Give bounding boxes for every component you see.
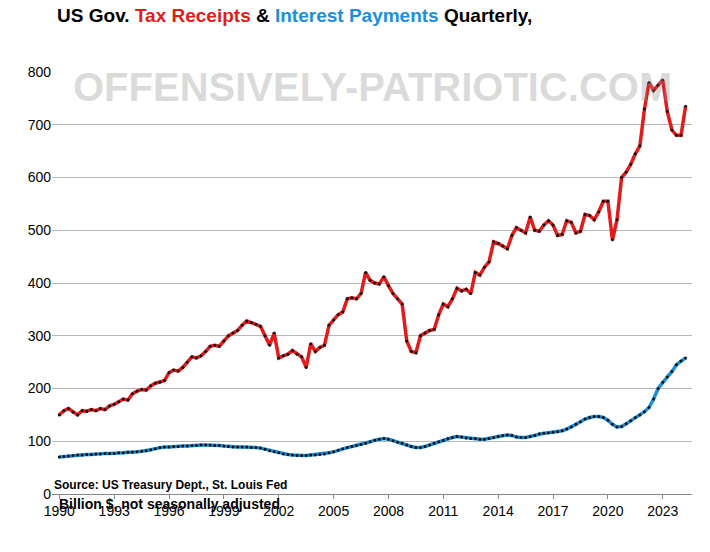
svg-text:1999: 1999 [208,503,239,519]
svg-text:OFFENSIVELY-PATRIOTIC.COM: OFFENSIVELY-PATRIOTIC.COM [73,65,672,109]
svg-text:600: 600 [28,169,52,185]
svg-text:US Gov. Tax Receipts & Interes: US Gov. Tax Receipts & Interest Payments… [57,5,532,26]
svg-text:2005: 2005 [318,503,349,519]
svg-text:Source: US Treasury Dept., St.: Source: US Treasury Dept., St. Louis Fed [54,478,287,492]
svg-text:2008: 2008 [373,503,404,519]
svg-text:800: 800 [28,64,52,80]
svg-text:Billion $, not seasonally adju: Billion $, not seasonally adjusted [59,496,280,512]
svg-text:100: 100 [28,433,52,449]
svg-text:2023: 2023 [647,503,678,519]
svg-text:0: 0 [43,486,51,502]
svg-text:2011: 2011 [428,503,458,519]
svg-text:2002: 2002 [263,503,294,519]
svg-text:400: 400 [28,275,52,291]
svg-text:2014: 2014 [483,503,514,519]
svg-text:1996: 1996 [153,503,184,519]
svg-text:2017: 2017 [537,503,568,519]
svg-text:200: 200 [28,380,52,396]
svg-text:500: 500 [28,222,52,238]
svg-text:2020: 2020 [592,503,623,519]
svg-text:300: 300 [28,328,52,344]
svg-text:700: 700 [28,117,52,133]
svg-text:1993: 1993 [99,503,130,519]
svg-text:1990: 1990 [44,503,75,519]
